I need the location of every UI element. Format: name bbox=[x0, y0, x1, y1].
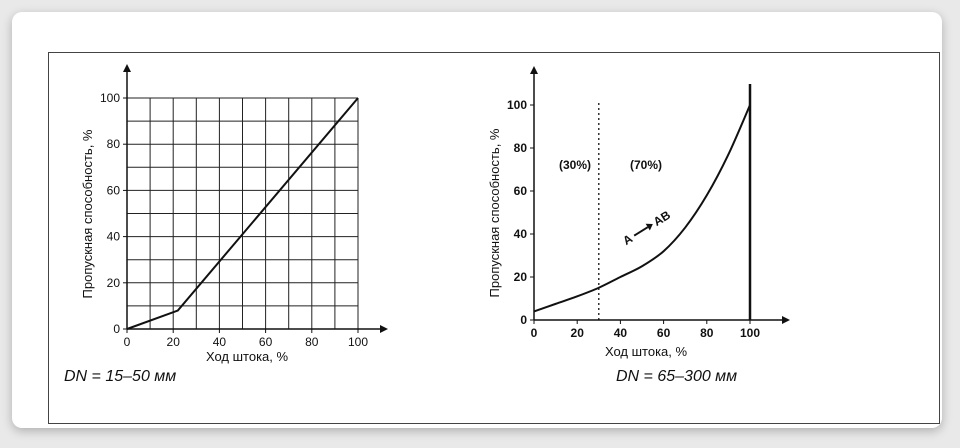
chart2-x-axis-label: Ход штока, % bbox=[605, 344, 688, 359]
chart2-x-tick-label: 60 bbox=[657, 326, 671, 340]
chart1-caption: DN = 15–50 мм bbox=[64, 368, 177, 385]
chart2-x-tick-label: 0 bbox=[531, 326, 538, 340]
chart2-y-tick-label: 0 bbox=[520, 313, 527, 327]
chart2-y-axis-label: Пропускная способность, % bbox=[487, 128, 502, 297]
chart1-series-line bbox=[126, 97, 359, 330]
chart2-x-tick-label: 20 bbox=[571, 326, 585, 340]
card: Пропускная способность, % Ход штока, % П… bbox=[12, 12, 942, 428]
chart2-y-tick-label: 40 bbox=[514, 227, 528, 241]
chart2-x-tick-label: 40 bbox=[614, 326, 628, 340]
chart2-x-axis-arrow bbox=[782, 316, 790, 324]
chart2-x-tick-label: 80 bbox=[700, 326, 714, 340]
chart1-x-tick-label: 0 bbox=[124, 335, 131, 349]
chart1-x-tick-label: 60 bbox=[259, 335, 273, 349]
chart1-y-tick-label: 80 bbox=[107, 137, 121, 151]
chart2-region-left-label: (30%) bbox=[559, 158, 591, 172]
chart1-x-axis-label: Ход штока, % bbox=[206, 349, 289, 364]
chart2-y-axis-arrow bbox=[530, 66, 538, 74]
chart1-x-tick-label: 20 bbox=[167, 335, 181, 349]
chart2-caption: DN = 65–300 мм bbox=[616, 368, 738, 385]
chart1-y-tick-label: 100 bbox=[100, 91, 120, 105]
chart1-x-tick-label: 100 bbox=[348, 335, 368, 349]
chart1-y-axis-arrow bbox=[123, 64, 131, 72]
chart2-series-line bbox=[533, 104, 751, 313]
chart2-flow-arrow-line bbox=[633, 226, 649, 237]
chart1-y-axis-label: Пропускная способность, % bbox=[80, 129, 95, 298]
chart1-y-tick-label: 40 bbox=[107, 230, 121, 244]
chart2-flow-from-label: A bbox=[620, 231, 635, 248]
chart2-y-tick-label: 20 bbox=[514, 270, 528, 284]
chart2-x-tick-label: 100 bbox=[740, 326, 760, 340]
chart2-flow-arrow-head bbox=[645, 223, 653, 231]
chart1-x-axis-arrow bbox=[380, 325, 388, 333]
chart2-flow-to-label: AB bbox=[651, 208, 673, 229]
chart1-y-tick-label: 0 bbox=[113, 322, 120, 336]
chart2-y-tick-label: 80 bbox=[514, 141, 528, 155]
chart1-y-tick-label: 20 bbox=[107, 276, 121, 290]
chart2-flow-annotation: A AB bbox=[620, 208, 673, 248]
chart2-region-right-label: (70%) bbox=[630, 158, 662, 172]
chart2-y-tick-label: 60 bbox=[514, 184, 528, 198]
charts-canvas: Пропускная способность, % Ход штока, % П… bbox=[80, 64, 790, 364]
chart1-x-tick-label: 80 bbox=[305, 335, 319, 349]
chart1-y-tick-label: 60 bbox=[107, 183, 121, 197]
chart1-x-tick-label: 40 bbox=[213, 335, 227, 349]
chart2-y-tick-label: 100 bbox=[507, 98, 527, 112]
